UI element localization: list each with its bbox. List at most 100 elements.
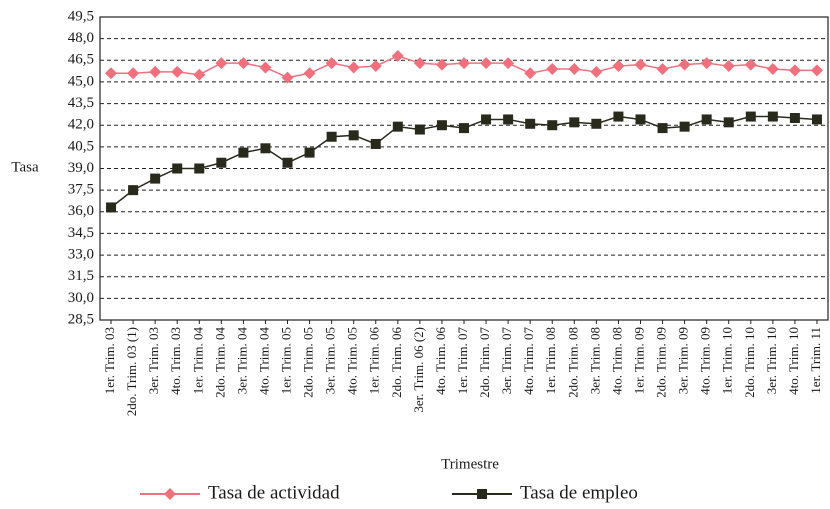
- data-point: [503, 114, 514, 125]
- data-point: [391, 49, 404, 62]
- data-point: [128, 185, 139, 196]
- data-point: [326, 131, 337, 142]
- data-point: [260, 143, 271, 154]
- x-tick-label: 4to. Trim. 08: [609, 327, 624, 395]
- data-point: [657, 123, 668, 134]
- data-point: [766, 62, 779, 75]
- data-point: [414, 124, 425, 135]
- data-point: [172, 163, 183, 174]
- data-point: [481, 114, 492, 125]
- x-tick-label: 4to. Trim. 07: [521, 327, 536, 395]
- y-tick-label: 37,5: [68, 182, 94, 198]
- x-tick-label: 3er. Trim. 07: [499, 327, 514, 395]
- data-point: [194, 163, 205, 174]
- y-tick-label: 42,0: [68, 117, 94, 133]
- data-point: [216, 157, 227, 168]
- data-point: [525, 118, 536, 129]
- x-tick-label: 2do. Trim. 06: [389, 327, 404, 398]
- x-tick-label: 4to. Trim. 04: [256, 327, 271, 395]
- x-tick-label: 4to. Trim. 03: [168, 327, 183, 395]
- data-point: [193, 68, 206, 81]
- x-tick-label: 2do. Trim. 05: [301, 327, 316, 398]
- x-tick-label: 2do. Trim. 08: [565, 327, 580, 398]
- data-point: [435, 58, 448, 71]
- x-tick-label: 3er. Trim. 10: [764, 327, 779, 394]
- data-point: [149, 65, 162, 78]
- data-point: [591, 118, 602, 129]
- x-tick-label: 4to. Trim. 06: [433, 327, 448, 395]
- data-point: [634, 58, 647, 71]
- x-tick-label: 3er. Trim. 05: [323, 327, 338, 394]
- x-tick-label: 1er. Trim. 10: [720, 327, 735, 394]
- data-point: [459, 123, 469, 134]
- y-tick-label: 40,5: [68, 138, 94, 154]
- data-point: [547, 120, 558, 131]
- x-tick-label: 2do. Trim. 10: [742, 327, 757, 398]
- x-tick-label: 2do. Trim. 09: [654, 327, 669, 398]
- x-tick-label: 3er. Trim. 08: [587, 327, 602, 394]
- y-tick-label: 39,0: [68, 160, 94, 176]
- data-point: [458, 57, 470, 70]
- legend-label: Tasa de empleo: [520, 482, 638, 503]
- data-point: [524, 67, 537, 80]
- data-point: [325, 57, 338, 70]
- data-point: [392, 121, 403, 132]
- x-tick-label: 2do. Trim. 07: [477, 327, 492, 398]
- data-point: [810, 64, 823, 77]
- x-tick-label: 4to. Trim. 10: [786, 327, 801, 395]
- data-point: [150, 173, 161, 184]
- x-tick-label: 1er. Trim. 08: [543, 327, 558, 394]
- data-point: [811, 114, 822, 125]
- x-tick-label: 2do. Trim. 04: [212, 327, 227, 398]
- data-point: [701, 114, 712, 125]
- x-tick-label: 1er. Trim. 05: [278, 327, 293, 394]
- data-point: [744, 58, 757, 71]
- x-tick-label: 3er. Trim. 09: [676, 327, 691, 394]
- x-tick-label: 1er. Trim. 07: [455, 327, 470, 395]
- data-point: [679, 121, 690, 132]
- data-point: [281, 71, 294, 84]
- x-tick-label: 2do. Trim. 03 (1): [124, 327, 139, 416]
- y-tick-label: 43,5: [68, 95, 94, 111]
- data-point: [678, 58, 691, 71]
- data-point: [767, 111, 778, 122]
- data-point: [723, 117, 734, 128]
- data-point: [722, 60, 735, 73]
- x-tick-label: 3er. Trim. 04: [234, 327, 249, 395]
- x-tick-label: 1er. Trim. 06: [367, 327, 382, 395]
- data-point: [171, 65, 184, 78]
- y-tick-label: 30,0: [68, 290, 94, 306]
- x-tick-label: 4to. Trim. 05: [345, 327, 360, 395]
- data-point: [237, 57, 250, 70]
- data-point: [789, 113, 800, 123]
- data-point: [436, 120, 447, 131]
- y-tick-label: 36,0: [68, 203, 94, 219]
- data-point: [413, 57, 426, 70]
- x-tick-label: 1er. Trim. 03: [102, 327, 117, 394]
- data-point: [480, 57, 493, 70]
- x-tick-label: 3er. Trim. 06 (2): [411, 327, 426, 413]
- y-tick-label: 46,5: [68, 52, 94, 68]
- data-point: [106, 202, 117, 213]
- x-tick-label: 1er. Trim. 04: [190, 327, 205, 395]
- data-point: [370, 138, 381, 149]
- data-point: [546, 62, 559, 75]
- data-point: [303, 67, 316, 80]
- data-point: [590, 65, 603, 78]
- data-point: [215, 57, 228, 70]
- data-point: [502, 57, 515, 70]
- legend-label: Tasa de actividad: [208, 482, 340, 503]
- data-point: [127, 67, 140, 80]
- data-point: [259, 61, 272, 74]
- y-tick-label: 31,5: [68, 268, 94, 284]
- x-tick-label: 3er. Trim. 03: [146, 327, 161, 394]
- y-axis-label: Tasa: [11, 159, 39, 175]
- data-point: [700, 57, 713, 70]
- x-axis-label: Trimestre: [441, 456, 499, 472]
- x-tick-label: 1er. Trim. 11: [808, 327, 823, 394]
- data-point: [304, 147, 315, 158]
- data-point: [105, 67, 118, 80]
- y-tick-label: 49,5: [68, 8, 94, 24]
- data-point: [282, 157, 293, 168]
